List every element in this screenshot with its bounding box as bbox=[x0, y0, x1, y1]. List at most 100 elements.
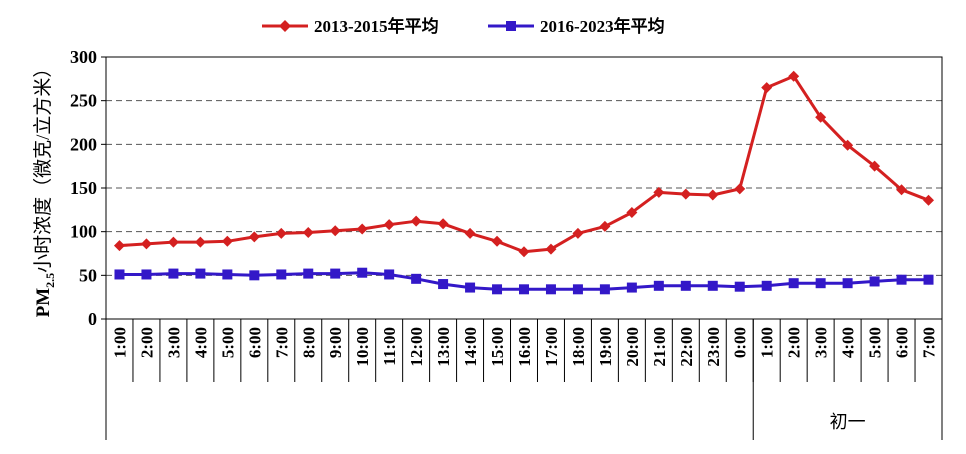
data-point bbox=[788, 70, 800, 82]
data-point bbox=[302, 227, 314, 239]
x-tick-label: 4:00 bbox=[191, 327, 210, 358]
y-axis-title-subscript: 2.5 bbox=[43, 273, 57, 288]
x-tick-label: 20:00 bbox=[623, 327, 642, 367]
x-tick-label: 7:00 bbox=[272, 327, 291, 358]
legend: 2013-2015年平均 2016-2023年平均 bbox=[262, 16, 665, 36]
data-point bbox=[923, 274, 934, 285]
x-axis: 1:00 2:00 3:00 4:00 5:00 6:00 7:00 8:00 9:00 10:0… bbox=[105, 319, 943, 440]
series-1 bbox=[113, 70, 935, 258]
data-point bbox=[734, 183, 746, 195]
x-group-label: 初一 bbox=[830, 412, 866, 433]
data-point bbox=[383, 219, 395, 231]
data-point bbox=[518, 246, 530, 258]
data-point bbox=[923, 194, 935, 206]
x-tick-label: 5:00 bbox=[218, 327, 237, 358]
data-point bbox=[626, 206, 638, 218]
y-axis: 0 50 100 150 200 250 300 bbox=[70, 47, 106, 329]
data-point bbox=[141, 269, 152, 280]
data-point bbox=[761, 280, 772, 291]
data-point bbox=[599, 220, 611, 232]
data-point bbox=[707, 280, 718, 291]
data-point bbox=[411, 273, 422, 284]
legend-label: 2013-2015年平均 bbox=[314, 16, 439, 36]
x-tick-label: 6:00 bbox=[893, 327, 912, 358]
x-tick-label: 10:00 bbox=[353, 327, 372, 367]
legend-marker bbox=[506, 21, 516, 31]
x-tick-label: 21:00 bbox=[650, 327, 669, 367]
data-point bbox=[437, 218, 449, 230]
x-tick-label: 3:00 bbox=[812, 327, 831, 358]
x-tick-label: 1:00 bbox=[758, 327, 777, 358]
y-axis-title: PM2.5小时浓度（微克/立方米） bbox=[32, 59, 57, 318]
x-tick-label: 2:00 bbox=[785, 327, 804, 358]
series-2 bbox=[114, 267, 934, 295]
data-point bbox=[572, 227, 584, 239]
data-point bbox=[167, 236, 179, 248]
y-axis-title-main: PM bbox=[33, 288, 54, 318]
data-point bbox=[329, 225, 341, 237]
data-point bbox=[275, 227, 287, 239]
data-point bbox=[869, 160, 881, 172]
data-point bbox=[599, 284, 610, 295]
data-point bbox=[869, 276, 880, 287]
y-tick-label: 300 bbox=[70, 47, 97, 67]
data-point bbox=[113, 240, 125, 252]
data-point bbox=[842, 139, 854, 151]
data-point bbox=[761, 82, 773, 94]
x-tick-label: 18:00 bbox=[569, 327, 588, 367]
x-tick-label: 14:00 bbox=[461, 327, 480, 367]
data-point bbox=[492, 284, 503, 295]
data-point bbox=[330, 268, 341, 279]
x-tick-label: 5:00 bbox=[866, 327, 885, 358]
data-point bbox=[356, 223, 368, 235]
data-point bbox=[248, 231, 260, 243]
x-tick-label: 9:00 bbox=[326, 327, 345, 358]
data-point bbox=[788, 278, 799, 289]
legend-entry-1: 2013-2015年平均 bbox=[262, 16, 439, 36]
y-axis-title-unit: 小时浓度（微克/立方米） bbox=[32, 59, 54, 273]
data-point bbox=[194, 236, 206, 248]
data-point bbox=[680, 280, 691, 291]
x-tick-label: 19:00 bbox=[596, 327, 615, 367]
data-point bbox=[842, 278, 853, 289]
data-point bbox=[815, 111, 827, 123]
y-tick-label: 150 bbox=[70, 178, 97, 198]
x-tick-label: 0:00 bbox=[731, 327, 750, 358]
legend-marker bbox=[279, 20, 291, 32]
x-tick-label: 22:00 bbox=[677, 327, 696, 367]
data-point bbox=[384, 269, 395, 280]
y-axis-label: PM2.5小时浓度（微克/立方米） bbox=[32, 59, 57, 318]
data-point bbox=[896, 274, 907, 285]
data-point bbox=[519, 284, 529, 295]
data-point bbox=[221, 235, 233, 247]
data-point bbox=[491, 235, 503, 247]
data-point bbox=[465, 282, 476, 293]
data-point bbox=[438, 279, 449, 290]
data-point bbox=[545, 284, 556, 295]
y-tick-label: 0 bbox=[88, 309, 97, 329]
legend-label: 2016-2023年平均 bbox=[540, 16, 665, 36]
y-tick-label: 250 bbox=[70, 91, 97, 111]
x-tick-label: 11:00 bbox=[380, 327, 399, 366]
data-point bbox=[114, 269, 125, 280]
x-tick-label: 17:00 bbox=[542, 327, 561, 367]
series-layer bbox=[113, 70, 935, 295]
data-point bbox=[464, 227, 476, 239]
x-tick-label: 23:00 bbox=[704, 327, 723, 367]
x-tick-label: 6:00 bbox=[245, 327, 264, 358]
data-point bbox=[276, 269, 287, 280]
data-point bbox=[734, 281, 745, 292]
data-point bbox=[545, 243, 557, 255]
data-point bbox=[572, 284, 583, 295]
data-point bbox=[303, 268, 314, 279]
x-tick-label: 12:00 bbox=[407, 327, 426, 367]
data-point bbox=[357, 267, 368, 278]
data-point bbox=[896, 184, 908, 196]
data-point bbox=[680, 188, 692, 200]
legend-entry-2: 2016-2023年平均 bbox=[488, 16, 665, 36]
data-point bbox=[222, 269, 233, 280]
y-tick-label: 50 bbox=[79, 265, 97, 285]
y-tick-label: 100 bbox=[70, 222, 97, 242]
data-point bbox=[140, 238, 152, 250]
